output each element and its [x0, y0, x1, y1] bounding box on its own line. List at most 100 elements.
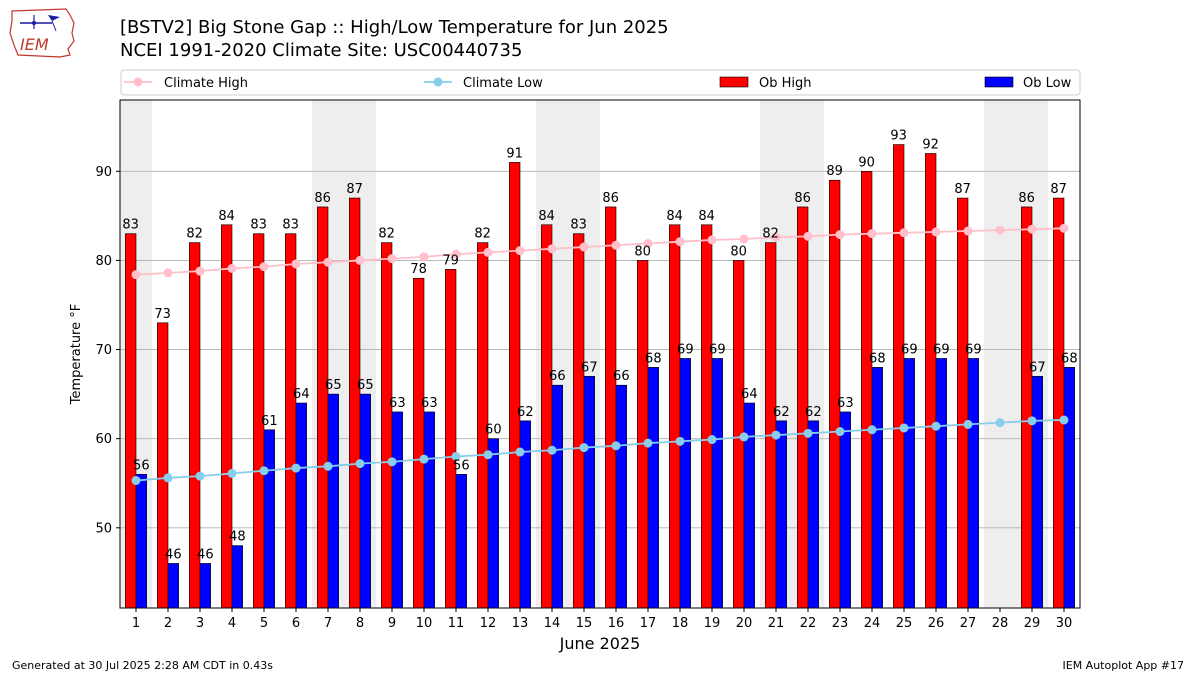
- ob-low-bar: [359, 393, 371, 609]
- legend-climate-low-marker: [433, 77, 443, 87]
- climate-low-point: [451, 451, 461, 461]
- ob-low-label: 63: [389, 396, 406, 411]
- ob-high-label: 87: [346, 182, 363, 197]
- ob-low-bar: [903, 358, 915, 609]
- climate-low-point: [323, 461, 333, 471]
- ob-high-label: 84: [218, 209, 235, 224]
- ob-high-label: 82: [762, 227, 779, 242]
- ob-low-bar: [295, 402, 307, 609]
- x-tick-label: 29: [1024, 616, 1041, 631]
- ob-low-bar: [871, 367, 883, 609]
- ob-high-bar: [221, 224, 233, 609]
- climate-high-point: [419, 252, 429, 262]
- iem-logo: IEM: [8, 5, 82, 59]
- ob-high-bar: [957, 197, 969, 609]
- climate-low-point: [739, 432, 749, 442]
- legend-ob-low-label: Ob Low: [1023, 76, 1072, 91]
- x-tick-label: 26: [928, 616, 945, 631]
- ob-high-bar: [925, 153, 937, 609]
- ob-high-label: 86: [1018, 191, 1035, 206]
- ob-low-bar: [423, 411, 435, 609]
- x-tick-label: 1: [132, 616, 140, 631]
- ob-low-label: 68: [1061, 351, 1078, 366]
- ob-high-label: 82: [474, 227, 491, 242]
- ob-low-bar: [199, 563, 211, 609]
- ob-high-bar: [1021, 206, 1033, 609]
- ob-high-bar: [1053, 197, 1065, 609]
- climate-high-line: [135, 227, 1065, 276]
- ob-high-bar: [573, 233, 585, 609]
- x-tick-label: 8: [356, 616, 364, 631]
- weekend-shade: [984, 100, 1016, 608]
- ob-high-label: 79: [442, 253, 459, 268]
- ob-low-bar: [455, 474, 467, 609]
- ob-low-label: 56: [133, 458, 150, 473]
- ob-low-bar: [647, 367, 659, 609]
- climate-low-point: [419, 454, 429, 464]
- ob-low-label: 63: [837, 396, 854, 411]
- ob-low-label: 69: [709, 342, 726, 357]
- climate-low-point: [803, 428, 813, 438]
- climate-low-point: [387, 457, 397, 467]
- climate-low-point: [163, 473, 173, 483]
- ob-low-bar: [391, 411, 403, 609]
- x-tick-label: 5: [260, 616, 268, 631]
- climate-high-point: [963, 226, 973, 236]
- climate-high-point: [675, 237, 685, 247]
- ob-low-bar: [967, 358, 979, 609]
- x-tick-label: 20: [736, 616, 753, 631]
- x-tick-label: 27: [960, 616, 977, 631]
- ob-low-bar: [327, 393, 339, 609]
- ob-high-bar: [829, 179, 841, 609]
- x-tick-label: 22: [800, 616, 817, 631]
- climate-high-point: [1059, 223, 1069, 233]
- ob-low-label: 60: [485, 423, 502, 438]
- ob-high-label: 73: [154, 307, 171, 322]
- ob-high-label: 90: [858, 155, 875, 170]
- ob-low-label: 62: [517, 405, 534, 420]
- ob-high-label: 83: [282, 218, 299, 233]
- climate-high-point: [227, 263, 237, 273]
- climate-high-point: [931, 227, 941, 237]
- ob-high-label: 83: [250, 218, 267, 233]
- ob-low-bar: [711, 358, 723, 609]
- x-tick-label: 28: [992, 616, 1009, 631]
- x-tick-label: 4: [228, 616, 236, 631]
- climate-high-point: [995, 225, 1005, 235]
- climate-low-point: [547, 445, 557, 455]
- climate-low-point: [995, 418, 1005, 428]
- climate-high-point: [579, 242, 589, 252]
- ob-high-label: 87: [1050, 182, 1067, 197]
- plot-frame: [119, 99, 1081, 609]
- ob-high-label: 82: [186, 227, 203, 242]
- legend-climate-low-label: Climate Low: [463, 76, 543, 91]
- x-tick-label: 7: [324, 616, 332, 631]
- climate-high-point: [899, 228, 909, 238]
- ob-low-bar: [807, 420, 819, 609]
- ob-low-label: 46: [197, 547, 214, 562]
- climate-low-point: [867, 425, 877, 435]
- climate-high-point: [131, 270, 141, 280]
- ob-high-bar: [413, 277, 425, 609]
- ob-low-bar: [487, 438, 499, 609]
- ob-high-bar: [541, 224, 553, 609]
- ob-high-bar: [381, 242, 393, 609]
- climate-high-point: [195, 266, 205, 276]
- ob-low-label: 62: [773, 405, 790, 420]
- legend-ob-low-swatch: [984, 76, 1014, 88]
- ob-low-label: 69: [901, 342, 918, 357]
- generated-timestamp: Generated at 30 Jul 2025 2:28 AM CDT in …: [12, 659, 273, 672]
- x-tick-label: 12: [480, 616, 497, 631]
- x-tick-label: 15: [576, 616, 593, 631]
- climate-high-point: [451, 249, 461, 259]
- ob-high-label: 80: [634, 244, 651, 259]
- ob-high-bar: [157, 322, 169, 609]
- x-tick-label: 21: [768, 616, 785, 631]
- climate-high-point: [803, 231, 813, 241]
- ob-low-label: 61: [261, 414, 278, 429]
- ob-low-label: 68: [645, 351, 662, 366]
- climate-low-point: [707, 435, 717, 445]
- ob-high-bar: [637, 260, 649, 609]
- ob-low-label: 62: [805, 405, 822, 420]
- ob-low-bar: [167, 563, 179, 609]
